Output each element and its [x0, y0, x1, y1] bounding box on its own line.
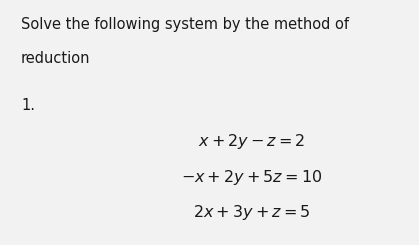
- Text: $x + 2y - z = 2$: $x + 2y - z = 2$: [198, 132, 305, 151]
- Text: reduction: reduction: [21, 51, 91, 66]
- Text: $-x + 2y + 5z = 10$: $-x + 2y + 5z = 10$: [181, 168, 322, 187]
- Text: 1.: 1.: [21, 98, 35, 113]
- Text: Solve the following system by the method of: Solve the following system by the method…: [21, 17, 349, 32]
- Text: $2x + 3y + z = 5$: $2x + 3y + z = 5$: [193, 203, 310, 222]
